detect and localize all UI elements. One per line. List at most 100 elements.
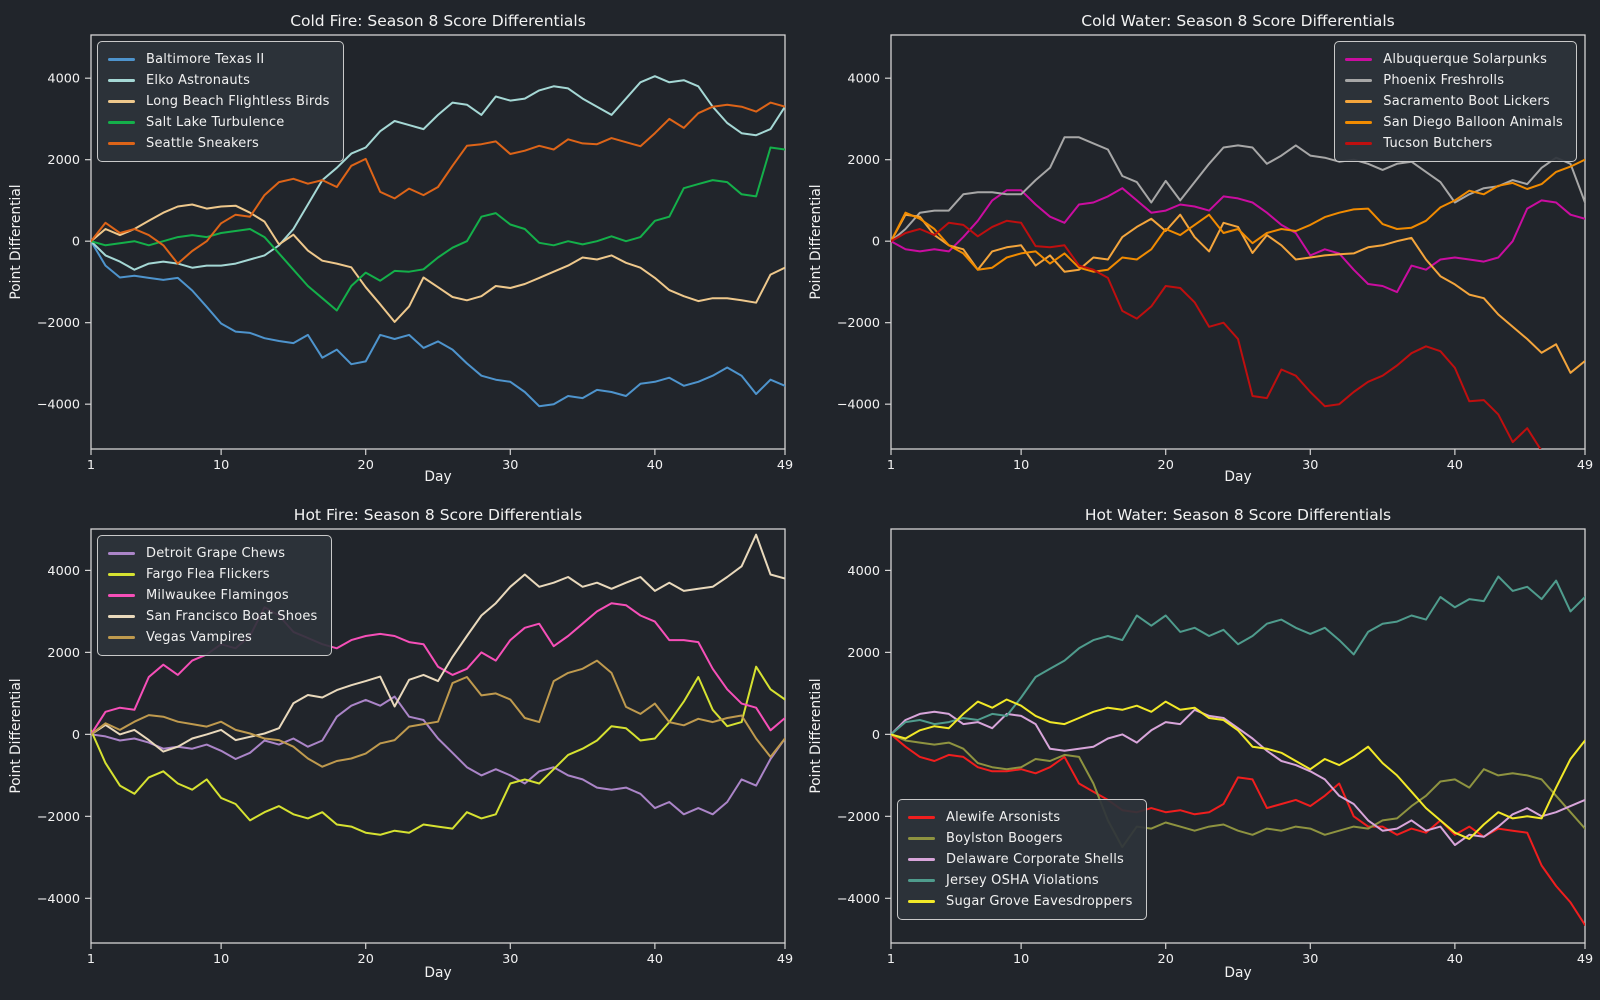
y-tick-label: 4000 (847, 564, 880, 579)
plot-frame (890, 528, 1586, 944)
line-sugar-grove-eavesdroppers (891, 698, 1585, 840)
x-tick-label: 49 (777, 952, 793, 967)
line-detroit-grape-chews (91, 695, 785, 816)
legend-label: Baltimore Texas II (146, 52, 265, 67)
line-baltimore-texas-ii (91, 240, 785, 408)
y-tick-label: 0 (72, 728, 80, 743)
subplot-hot-water: 1 10 20 30 40 49 −4000 −2000 0 2000 4000 Hot Water:… (800, 500, 1600, 1000)
y-tick-label: −2000 (37, 810, 80, 825)
legend-hot-fire: Detroit Grape Chews Fargo Flea Flickers Mi… (97, 535, 332, 656)
legend-item-delaware-corporate-shells: Delaware Corporate Shells (908, 849, 1133, 870)
y-tick-label: −4000 (837, 398, 880, 413)
x-tick-label: 30 (502, 952, 518, 967)
series-group (91, 533, 785, 836)
y-tick-label: 2000 (847, 646, 880, 661)
legend-label: Jersey OSHA Violations (946, 873, 1099, 888)
legend-swatch-salt-lake-turbulence (108, 121, 135, 124)
line-vegas-vampires (91, 659, 785, 768)
chart-hot-fire: 1 10 20 30 40 49 −4000 −2000 0 2000 4000 Hot Fire: … (8, 506, 793, 981)
legend-label: San Diego Balloon Animals (1383, 115, 1563, 130)
legend-item-vegas-vampires: Vegas Vampires (108, 627, 318, 648)
y-tick-label: 2000 (47, 153, 80, 168)
legend-item-sugar-grove-eavesdroppers: Sugar Grove Eavesdroppers (908, 891, 1133, 912)
y-axis-label: Point Differential (808, 678, 824, 793)
line-san-francisco-boat-shoes (91, 533, 785, 753)
y-tick-label: 2000 (47, 646, 80, 661)
x-tick-label: 1 (87, 458, 95, 473)
legend-swatch-detroit-grape-chews (108, 552, 135, 555)
legend-item-detroit-grape-chews: Detroit Grape Chews (108, 543, 318, 564)
x-tick-label: 40 (647, 952, 663, 967)
y-tick-label: 4000 (847, 72, 880, 87)
legend-label: Long Beach Flightless Birds (146, 94, 330, 109)
legend-swatch-phoenix-freshrolls (1345, 79, 1373, 82)
x-tick-label: 20 (358, 458, 374, 473)
legend-label: Boylston Boogers (946, 831, 1063, 846)
x-tick-label: 40 (647, 458, 663, 473)
legend-label: Tucson Butchers (1383, 136, 1493, 151)
series-group (891, 136, 1585, 449)
x-tick-label: 1 (87, 952, 95, 967)
x-axis-label: Day (424, 965, 451, 981)
x-tick-label: 10 (213, 458, 229, 473)
chart-cold-water: 1 10 20 30 40 49 −4000 −2000 0 2000 4000 Cold Water… (808, 12, 1593, 485)
x-tick-label: 1 (887, 458, 895, 473)
legend-item-phoenix-freshrolls: Phoenix Freshrolls (1345, 70, 1563, 91)
legend-swatch-albuquerque-solarpunks (1345, 58, 1373, 61)
y-tick-label: 4000 (47, 72, 80, 87)
subplot-cold-water: 1 10 20 30 40 49 −4000 −2000 0 2000 4000 Cold Water… (800, 0, 1600, 500)
legend-label: Delaware Corporate Shells (946, 852, 1124, 867)
line-delaware-corporate-shells (891, 708, 1585, 846)
line-albuquerque-solarpunks (891, 187, 1585, 294)
x-tick-label: 30 (502, 458, 518, 473)
y-tick-label: −2000 (37, 316, 80, 331)
line-boylston-boogers (891, 733, 1585, 849)
x-tick-label: 10 (213, 952, 229, 967)
legend-swatch-alewife-arsonists (908, 816, 935, 819)
y-tick-label: −4000 (37, 398, 80, 413)
x-tick-label: 20 (1158, 952, 1174, 967)
y-tick-label: 2000 (847, 153, 880, 168)
x-tick-label: 10 (1013, 952, 1029, 967)
legend-cold-fire: Baltimore Texas II Elko Astronauts Long Be… (97, 41, 344, 162)
y-axis-label: Point Differential (8, 184, 24, 299)
y-tick-label: −2000 (837, 316, 880, 331)
legend-label: Detroit Grape Chews (146, 546, 286, 561)
plot-frame (90, 528, 786, 944)
line-san-diego-balloon-animals (891, 158, 1585, 273)
legend-swatch-boylston-boogers (908, 837, 935, 840)
legend-swatch-jersey-osha-violations (908, 879, 935, 882)
x-tick-label: 20 (1158, 458, 1174, 473)
series-group (91, 75, 785, 408)
legend-item-boylston-boogers: Boylston Boogers (908, 828, 1133, 849)
legend-label: Elko Astronauts (146, 73, 251, 88)
line-salt-lake-turbulence (91, 146, 785, 312)
legend-swatch-sugar-grove-eavesdroppers (908, 900, 935, 903)
line-sacramento-boot-lickers (891, 213, 1585, 374)
line-elko-astronauts (91, 75, 785, 271)
legend-label: Milwaukee Flamingos (146, 588, 289, 603)
series-group (891, 575, 1585, 926)
legend-item-long-beach-flightless-birds: Long Beach Flightless Birds (108, 91, 330, 112)
line-long-beach-flightless-birds (91, 203, 785, 323)
legend-label: San Francisco Boat Shoes (146, 609, 318, 624)
legend-item-san-diego-balloon-animals: San Diego Balloon Animals (1345, 112, 1563, 133)
subplot-cold-fire: 1 10 20 30 40 49 −4000 −2000 0 2000 4000 Cold Fire:… (0, 0, 800, 500)
legend-hot-water: Alewife Arsonists Boylston Boogers Delawar… (897, 799, 1147, 920)
y-axis-label: Point Differential (808, 184, 824, 299)
line-phoenix-freshrolls (891, 136, 1585, 243)
x-tick-label: 40 (1447, 952, 1463, 967)
subplot-hot-fire: 1 10 20 30 40 49 −4000 −2000 0 2000 4000 Hot Fire: … (0, 500, 800, 1000)
x-tick-label: 30 (1302, 458, 1318, 473)
chart-title: Hot Fire: Season 8 Score Differentials (294, 506, 582, 524)
x-tick-label: 10 (1013, 458, 1029, 473)
legend-swatch-vegas-vampires (108, 636, 135, 639)
legend-item-tucson-butchers: Tucson Butchers (1345, 133, 1563, 154)
y-tick-label: 0 (872, 235, 880, 250)
chart-hot-water: 1 10 20 30 40 49 −4000 −2000 0 2000 4000 Hot Water:… (808, 506, 1593, 981)
y-tick-label: −4000 (37, 892, 80, 907)
legend-swatch-delaware-corporate-shells (908, 858, 935, 861)
legend-label: Alewife Arsonists (946, 810, 1061, 825)
line-tucson-butchers (891, 219, 1542, 449)
